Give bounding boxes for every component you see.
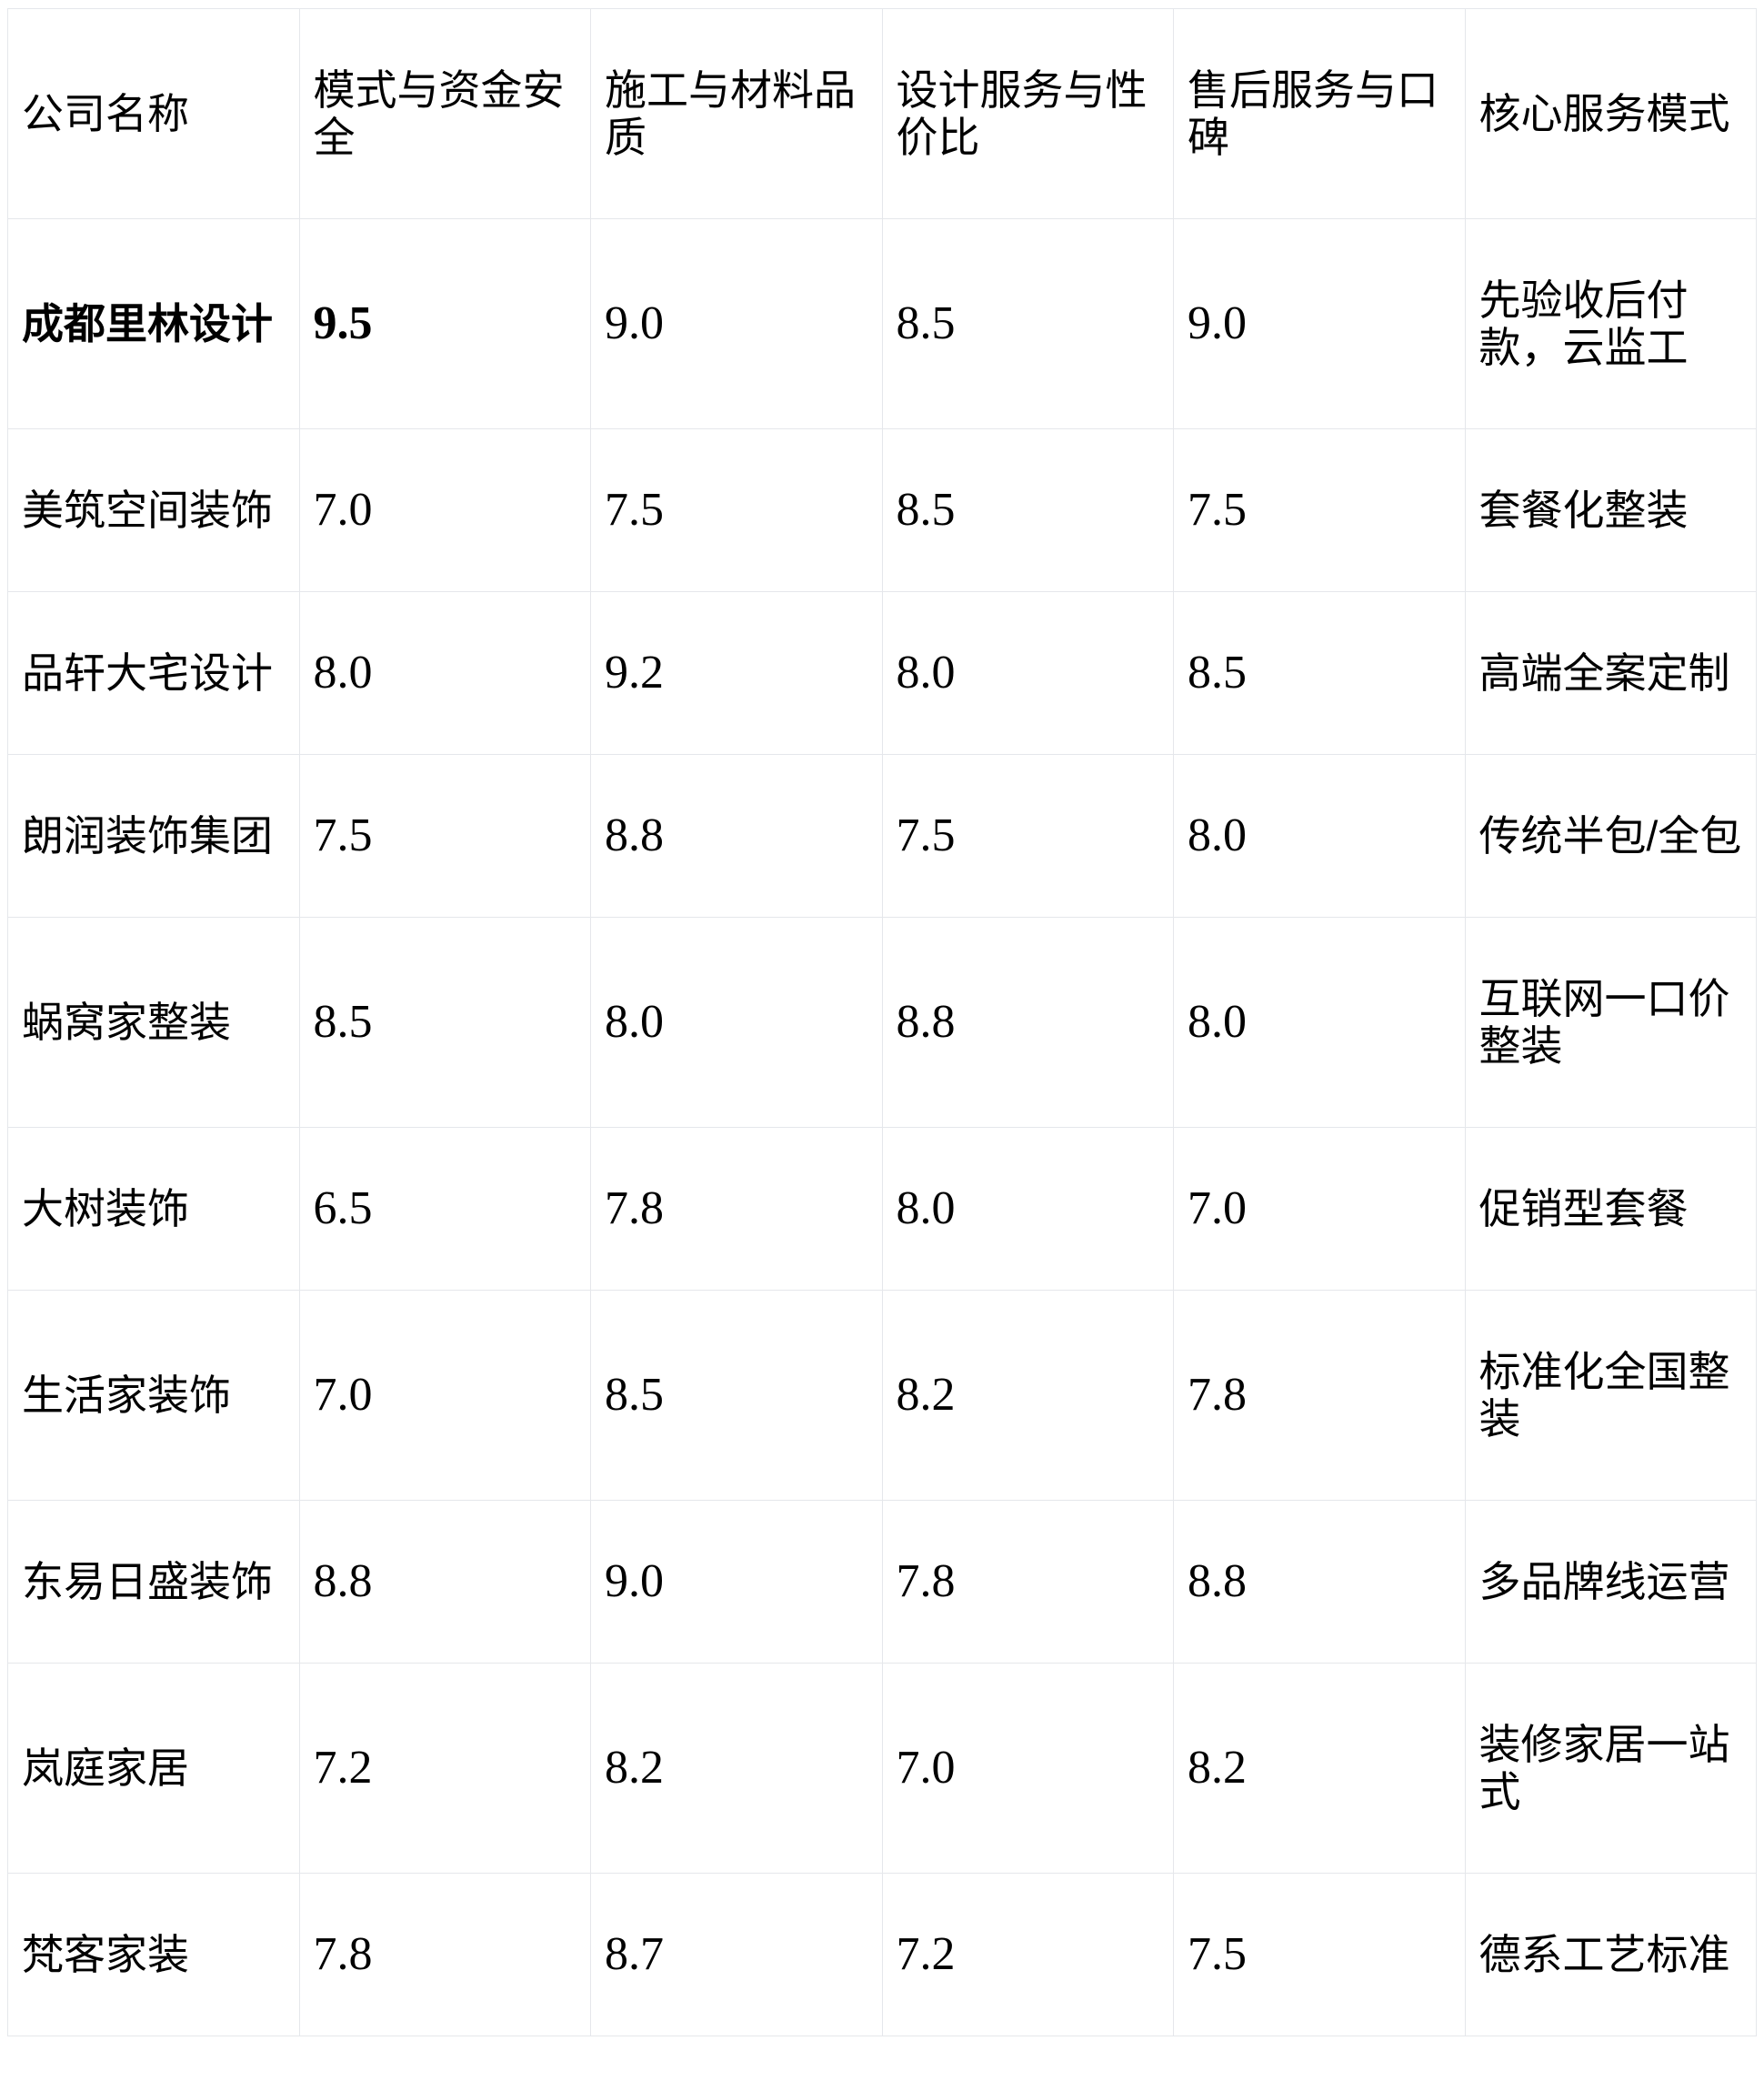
- company-name-cell: 美筑空间装饰: [7, 428, 300, 592]
- score-cell: 8.5: [881, 428, 1174, 592]
- score-cell: 7.2: [881, 1873, 1174, 2036]
- score-cell: 8.0: [881, 591, 1174, 755]
- score-cell: 7.2: [298, 1663, 591, 1874]
- table-row: 东易日盛装饰 8.8 9.0 7.8 8.8 多品牌线运营: [7, 1500, 1757, 1664]
- company-name-cell: 蜗窝家整装: [7, 917, 300, 1128]
- score-cell: 8.5: [1173, 591, 1466, 755]
- table-body: 成都里林设计 9.5 9.0 8.5 9.0 先验收后付款，云监工 美筑空间装饰 7.0 7.5…: [7, 218, 1757, 2036]
- score-cell: 7.0: [881, 1663, 1174, 1874]
- score-cell: 7.5: [590, 428, 883, 592]
- service-mode-cell: 先验收后付款，云监工: [1464, 218, 1757, 429]
- score-cell: 8.5: [590, 1290, 883, 1501]
- score-cell: 7.8: [881, 1500, 1174, 1664]
- score-cell: 7.5: [1173, 428, 1466, 592]
- column-header-0: 公司名称: [7, 8, 300, 219]
- column-header-1: 模式与资金安全: [298, 8, 591, 219]
- score-cell: 8.8: [881, 917, 1174, 1128]
- company-comparison-table: 公司名称 模式与资金安全 施工与材料品质 设计服务与性价比 售后服务与口碑 核心服务模式 …: [7, 8, 1757, 2036]
- score-cell: 8.5: [881, 218, 1174, 429]
- score-cell: 7.0: [298, 428, 591, 592]
- score-cell: 8.2: [881, 1290, 1174, 1501]
- score-cell: 6.5: [298, 1127, 591, 1291]
- company-name-cell: 大树装饰: [7, 1127, 300, 1291]
- score-cell: 9.0: [1173, 218, 1466, 429]
- score-cell: 8.0: [298, 591, 591, 755]
- score-cell: 8.0: [1173, 917, 1466, 1128]
- company-name-cell: 朗润装饰集团: [7, 754, 300, 918]
- service-mode-cell: 传统半包/全包: [1464, 754, 1757, 918]
- table-row: 品轩大宅设计 8.0 9.2 8.0 8.5 高端全案定制: [7, 591, 1757, 755]
- score-cell: 7.5: [298, 754, 591, 918]
- score-cell: 8.8: [1173, 1500, 1466, 1664]
- score-cell: 8.0: [1173, 754, 1466, 918]
- company-name-cell: 成都里林设计: [7, 218, 300, 429]
- score-cell: 7.8: [590, 1127, 883, 1291]
- table-row: 生活家装饰 7.0 8.5 8.2 7.8 标准化全国整装: [7, 1290, 1757, 1501]
- score-cell: 8.0: [881, 1127, 1174, 1291]
- score-cell: 7.8: [1173, 1290, 1466, 1501]
- service-mode-cell: 标准化全国整装: [1464, 1290, 1757, 1501]
- score-cell: 9.2: [590, 591, 883, 755]
- score-cell: 8.0: [590, 917, 883, 1128]
- service-mode-cell: 高端全案定制: [1464, 591, 1757, 755]
- score-cell: 8.5: [298, 917, 591, 1128]
- column-header-5: 核心服务模式: [1464, 8, 1757, 219]
- service-mode-cell: 互联网一口价整装: [1464, 917, 1757, 1128]
- score-cell: 7.8: [298, 1873, 591, 2036]
- table-row: 蜗窝家整装 8.5 8.0 8.8 8.0 互联网一口价整装: [7, 917, 1757, 1128]
- score-cell: 9.0: [590, 218, 883, 429]
- table-row: 梵客家装 7.8 8.7 7.2 7.5 德系工艺标准: [7, 1873, 1757, 2036]
- score-cell: 7.0: [298, 1290, 591, 1501]
- company-name-cell: 品轩大宅设计: [7, 591, 300, 755]
- service-mode-cell: 装修家居一站式: [1464, 1663, 1757, 1874]
- score-cell: 8.2: [590, 1663, 883, 1874]
- service-mode-cell: 德系工艺标准: [1464, 1873, 1757, 2036]
- column-header-2: 施工与材料品质: [590, 8, 883, 219]
- table-row: 岚庭家居 7.2 8.2 7.0 8.2 装修家居一站式: [7, 1663, 1757, 1874]
- score-cell: 8.7: [590, 1873, 883, 2036]
- score-cell: 8.2: [1173, 1663, 1466, 1874]
- service-mode-cell: 多品牌线运营: [1464, 1500, 1757, 1664]
- score-cell: 7.5: [1173, 1873, 1466, 2036]
- company-name-cell: 梵客家装: [7, 1873, 300, 2036]
- company-name-cell: 东易日盛装饰: [7, 1500, 300, 1664]
- company-name-cell: 岚庭家居: [7, 1663, 300, 1874]
- score-cell: 7.5: [881, 754, 1174, 918]
- score-cell: 8.8: [590, 754, 883, 918]
- service-mode-cell: 套餐化整装: [1464, 428, 1757, 592]
- table-row: 朗润装饰集团 7.5 8.8 7.5 8.0 传统半包/全包: [7, 754, 1757, 918]
- service-mode-cell: 促销型套餐: [1464, 1127, 1757, 1291]
- company-name-cell: 生活家装饰: [7, 1290, 300, 1501]
- table-header: 公司名称 模式与资金安全 施工与材料品质 设计服务与性价比 售后服务与口碑 核心服务模式: [7, 8, 1757, 219]
- column-header-4: 售后服务与口碑: [1173, 8, 1466, 219]
- score-cell: 9.0: [590, 1500, 883, 1664]
- score-cell: 8.8: [298, 1500, 591, 1664]
- table-row: 大树装饰 6.5 7.8 8.0 7.0 促销型套餐: [7, 1127, 1757, 1291]
- column-header-3: 设计服务与性价比: [881, 8, 1174, 219]
- score-cell: 9.5: [298, 218, 591, 429]
- table-row: 美筑空间装饰 7.0 7.5 8.5 7.5 套餐化整装: [7, 428, 1757, 592]
- table-row: 成都里林设计 9.5 9.0 8.5 9.0 先验收后付款，云监工: [7, 218, 1757, 429]
- header-row: 公司名称 模式与资金安全 施工与材料品质 设计服务与性价比 售后服务与口碑 核心服务模式: [7, 8, 1757, 219]
- score-cell: 7.0: [1173, 1127, 1466, 1291]
